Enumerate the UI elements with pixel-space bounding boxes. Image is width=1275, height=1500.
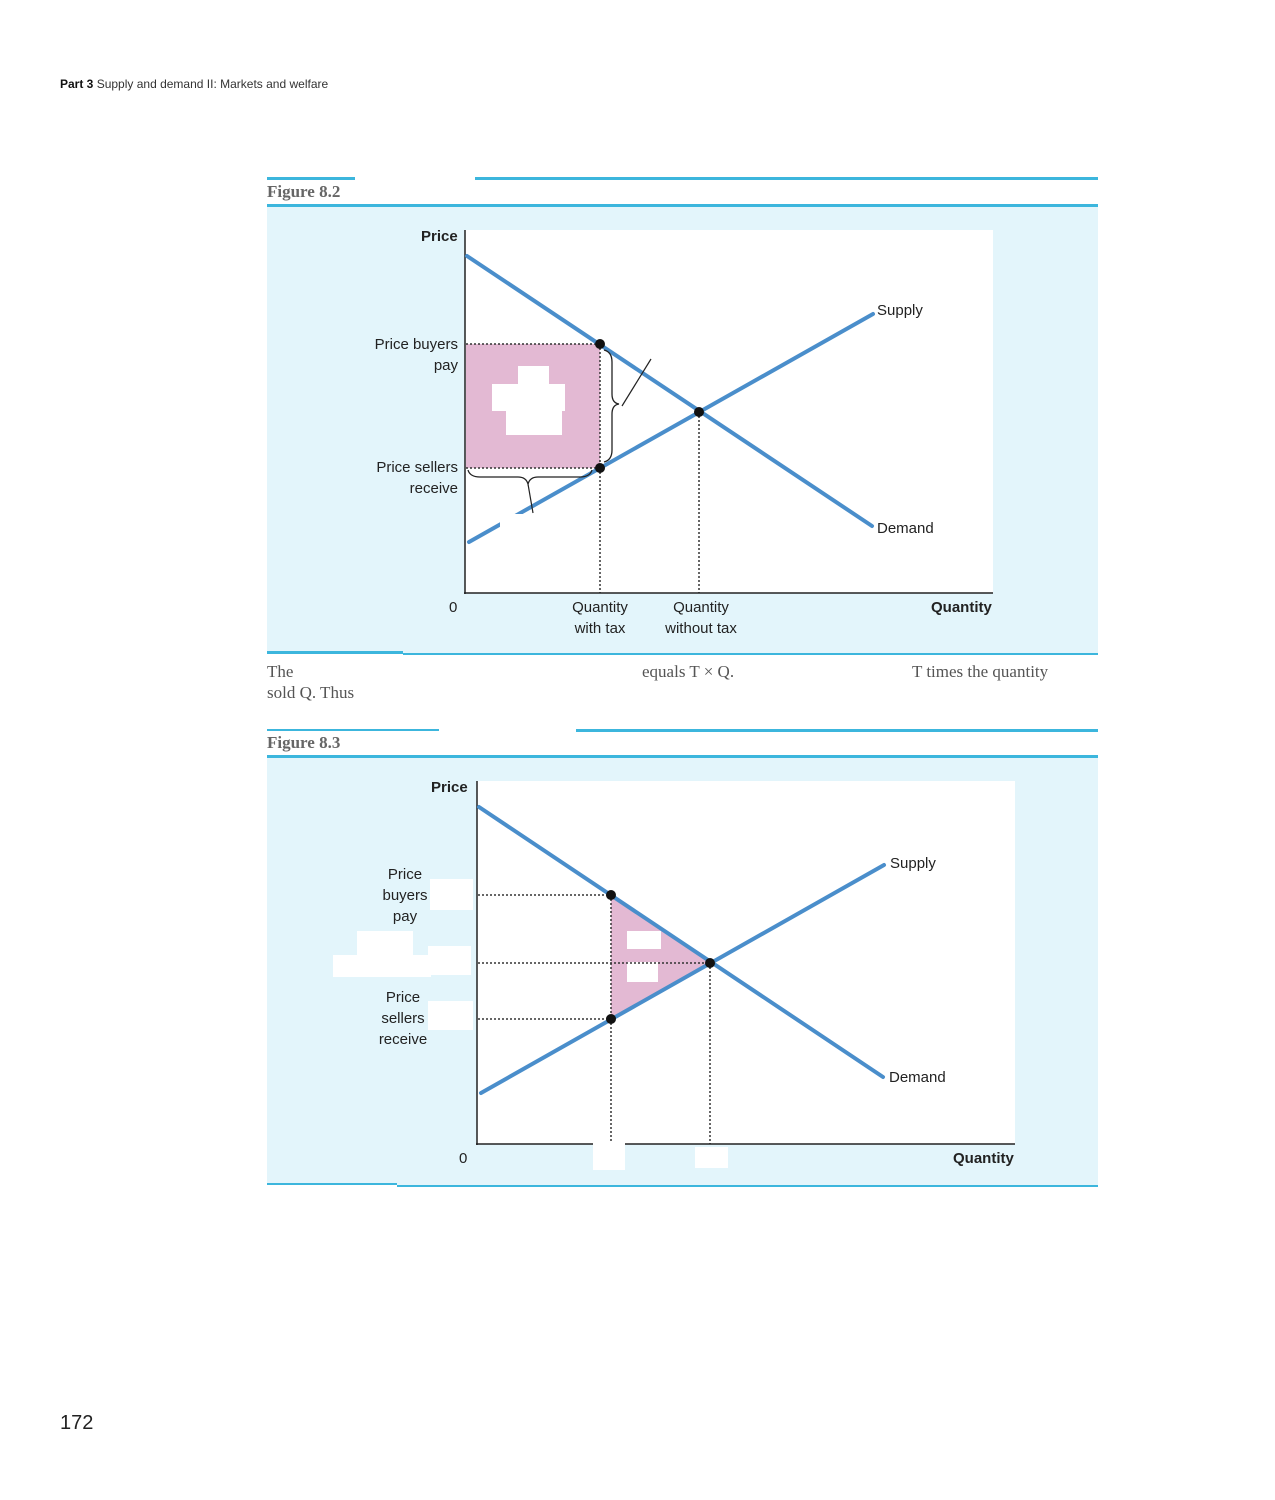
quantity-pointer <box>527 483 534 514</box>
figure-a-caption-line1-middle: equals T × Q. <box>642 662 735 681</box>
demand-curve <box>465 254 874 528</box>
figure-a-caption-cover <box>255 702 1115 726</box>
figure-a-x-axis-label: Quantity <box>931 599 992 616</box>
figure-a-price-sellers-receive: Price sellers receive <box>376 459 458 497</box>
figure-b-x-axis-label: Quantity <box>953 1150 1014 1167</box>
figure-b-bottom-rule-right <box>397 1185 1098 1187</box>
figure-a-bottom-rule-right <box>403 653 1098 655</box>
figure-a-top-rule-right <box>475 177 1098 180</box>
figure-b-label-cover <box>593 1142 625 1170</box>
figure-b-price-sellers-receive: Price sellers receive <box>378 989 428 1048</box>
figure-b-title-rule <box>267 755 1098 758</box>
figure-b-origin-label: 0 <box>459 1150 468 1167</box>
figure-b-label-cover <box>428 946 471 975</box>
figure-a-caption-line1-end: T times the quantity <box>912 662 1049 681</box>
figure-b-demand-label: Demand <box>889 1069 946 1086</box>
figure-a-bottom-rule-left <box>267 651 403 654</box>
figure-b-title: Figure 8.3 <box>267 733 341 752</box>
buyers-price-point <box>595 339 605 349</box>
figure-a-title-cover <box>352 180 472 204</box>
figure-b-label-cover <box>333 955 431 977</box>
equilibrium-point <box>694 407 704 417</box>
page-number: 172 <box>60 1412 94 1434</box>
buyers-price-point <box>606 890 616 900</box>
deadweight-loss-area <box>611 895 710 1019</box>
figure-b-top-rule-right <box>576 729 1098 732</box>
supply-curve <box>479 863 886 1095</box>
tax-revenue-blob <box>492 384 565 411</box>
figure-b-label-cover <box>695 1147 728 1168</box>
sellers-price-point <box>606 1014 616 1024</box>
tax-wedge-brace <box>603 349 620 463</box>
quantity-note-cover <box>500 514 568 566</box>
running-head-part: Part 3 <box>60 77 94 91</box>
tax-revenue-blob <box>506 411 562 435</box>
figure-b-label-cover <box>430 879 473 910</box>
sellers-price-point <box>595 463 605 473</box>
figure-a-quantity-without-tax: Quantity without tax <box>665 599 737 637</box>
supply-curve <box>467 312 875 544</box>
figure-a-y-axis-label: Price <box>421 228 458 245</box>
figure-a-origin-label: 0 <box>449 599 458 616</box>
running-head: Part 3 Supply and demand II: Markets and… <box>60 77 328 91</box>
deadweight-loss-blob <box>627 931 661 949</box>
figure-a-caption-line1-start: The <box>267 662 294 681</box>
figure-b-label-cover <box>357 931 413 955</box>
deadweight-loss-blob <box>627 962 658 982</box>
figure-a-supply-label: Supply <box>877 302 923 319</box>
running-head-title: Supply and demand II: Markets and welfar… <box>96 77 329 91</box>
figure-a-top-rule-left <box>267 177 355 180</box>
figure-b-title-cover <box>354 731 574 755</box>
figure-b-y-axis-label: Price <box>431 779 468 796</box>
figure-a-title-rule <box>267 204 1098 207</box>
figure-b-label-cover <box>428 1001 473 1030</box>
equilibrium-point <box>705 958 715 968</box>
figure-a-price-buyers-pay: Price buyers pay <box>374 336 458 374</box>
figure-a-caption-line2: sold Q. Thus <box>267 683 355 702</box>
figure-b-price-buyers-pay: Price buyers pay <box>382 866 428 925</box>
tax-revenue-blob <box>518 366 549 384</box>
demand-curve <box>477 805 885 1079</box>
figure-b-supply-label: Supply <box>890 855 936 872</box>
figure-a-quantity-with-tax: Quantity with tax <box>572 599 628 637</box>
figure-b-top-rule-left <box>267 729 439 731</box>
tax-wedge-pointer <box>621 358 652 407</box>
figure-b-bottom-rule-left <box>267 1183 397 1185</box>
figure-a-demand-label: Demand <box>877 520 934 537</box>
figure-a-title: Figure 8.2 <box>267 182 341 201</box>
